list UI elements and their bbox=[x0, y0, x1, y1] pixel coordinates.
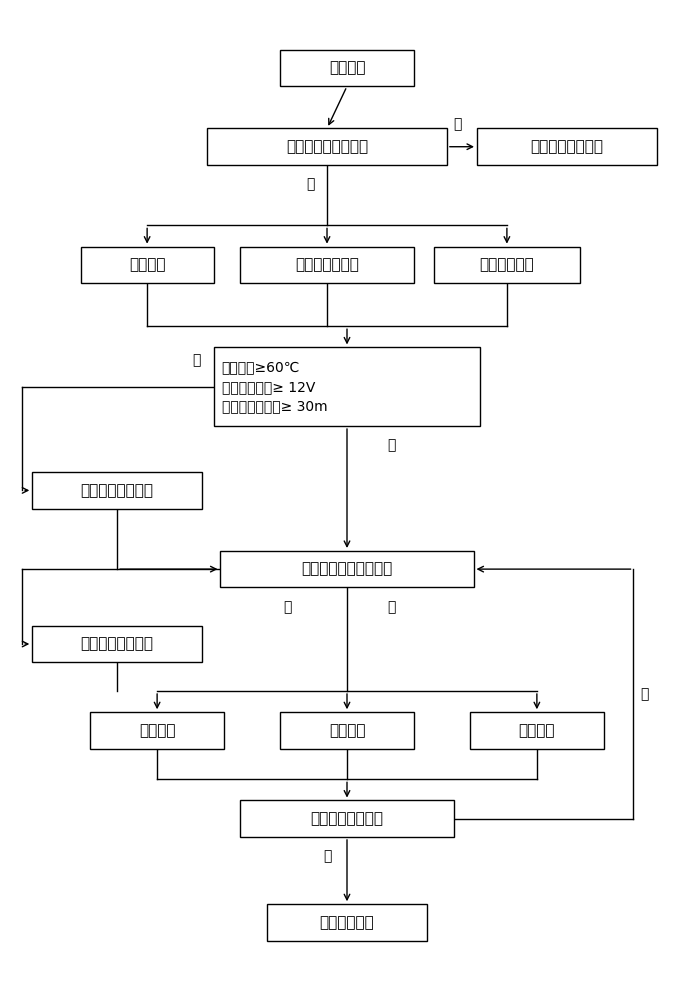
Text: 是: 是 bbox=[387, 439, 396, 453]
FancyBboxPatch shape bbox=[477, 128, 657, 165]
FancyBboxPatch shape bbox=[32, 626, 202, 662]
Text: 否: 否 bbox=[283, 600, 291, 614]
FancyBboxPatch shape bbox=[280, 50, 414, 86]
FancyBboxPatch shape bbox=[240, 247, 414, 283]
FancyBboxPatch shape bbox=[207, 128, 447, 165]
Text: 冷却水温: 冷却水温 bbox=[129, 257, 165, 272]
Text: 点火按鈕: 点火按鈕 bbox=[329, 60, 365, 76]
Text: 是: 是 bbox=[306, 177, 314, 191]
Text: 油门舐机: 油门舐机 bbox=[329, 723, 365, 738]
FancyBboxPatch shape bbox=[81, 247, 214, 283]
FancyBboxPatch shape bbox=[471, 712, 604, 749]
FancyBboxPatch shape bbox=[434, 247, 580, 283]
Text: 发送点火指令: 发送点火指令 bbox=[320, 915, 374, 930]
Text: 飞行器飞行高度: 飞行器飞行高度 bbox=[295, 257, 359, 272]
Text: 是否解除自动保护程序: 是否解除自动保护程序 bbox=[301, 562, 393, 577]
Text: 否: 否 bbox=[192, 354, 201, 368]
Text: 冷却水温≥60℃
机载电池电压≥ 12V
飞行器离地高度≥ 30m: 冷却水温≥60℃ 机载电池电压≥ 12V 飞行器离地高度≥ 30m bbox=[222, 360, 328, 413]
Text: 停止发送点火指令: 停止发送点火指令 bbox=[530, 139, 603, 154]
FancyBboxPatch shape bbox=[32, 472, 202, 509]
Text: 否: 否 bbox=[640, 687, 648, 701]
Text: 否: 否 bbox=[454, 117, 462, 131]
FancyBboxPatch shape bbox=[267, 904, 427, 941]
Text: 舐机是否工作正常: 舐机是否工作正常 bbox=[310, 811, 384, 826]
FancyBboxPatch shape bbox=[240, 800, 454, 837]
Text: 停止发动息火指令: 停止发动息火指令 bbox=[81, 637, 153, 652]
Text: 任务舐机: 任务舐机 bbox=[518, 723, 555, 738]
Text: 地面站控制链路正常: 地面站控制链路正常 bbox=[286, 139, 368, 154]
Text: 风门舐机: 风门舐机 bbox=[139, 723, 176, 738]
Text: 停止发动息火指令: 停止发动息火指令 bbox=[81, 483, 153, 498]
FancyBboxPatch shape bbox=[90, 712, 223, 749]
FancyBboxPatch shape bbox=[221, 551, 473, 587]
Text: 是: 是 bbox=[323, 849, 331, 863]
Text: 机载电池电压: 机载电池电压 bbox=[480, 257, 534, 272]
Text: 是: 是 bbox=[387, 600, 396, 614]
FancyBboxPatch shape bbox=[280, 712, 414, 749]
FancyBboxPatch shape bbox=[214, 347, 480, 426]
